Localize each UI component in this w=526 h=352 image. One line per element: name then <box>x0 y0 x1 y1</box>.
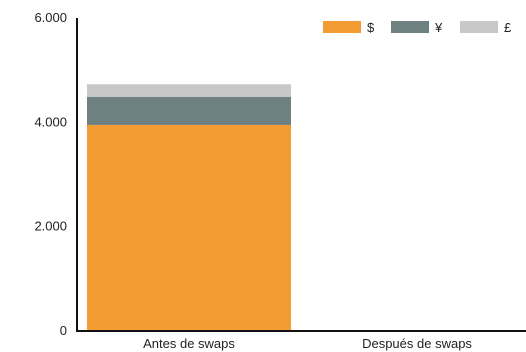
x-category-label: Antes de swaps <box>143 336 235 351</box>
y-tick-label: 0 <box>60 323 67 338</box>
legend-label: ¥ <box>434 20 443 35</box>
bars-group <box>87 84 291 331</box>
x-category-label: Después de swaps <box>362 336 472 351</box>
axes-group <box>76 18 526 332</box>
bar-segment-1-series-2 <box>87 96 291 125</box>
legend-swatch <box>460 21 498 33</box>
y-tick-labels: 0 2.000 4.000 6.000 <box>34 10 67 338</box>
bar-segment-1-series-3 <box>87 84 291 97</box>
legend-swatch <box>391 21 429 33</box>
legend-swatch <box>323 21 361 33</box>
x-category-labels: Antes de swaps Después de swaps <box>143 336 472 351</box>
y-tick-label: 2.000 <box>34 219 67 234</box>
legend-label: £ <box>504 20 512 35</box>
y-tick-label: 6.000 <box>34 10 67 25</box>
legend: $ ¥ £ <box>323 20 512 35</box>
bar-segment-1-series-1 <box>87 124 291 331</box>
legend-label: $ <box>367 20 375 35</box>
y-tick-label: 4.000 <box>34 114 67 129</box>
